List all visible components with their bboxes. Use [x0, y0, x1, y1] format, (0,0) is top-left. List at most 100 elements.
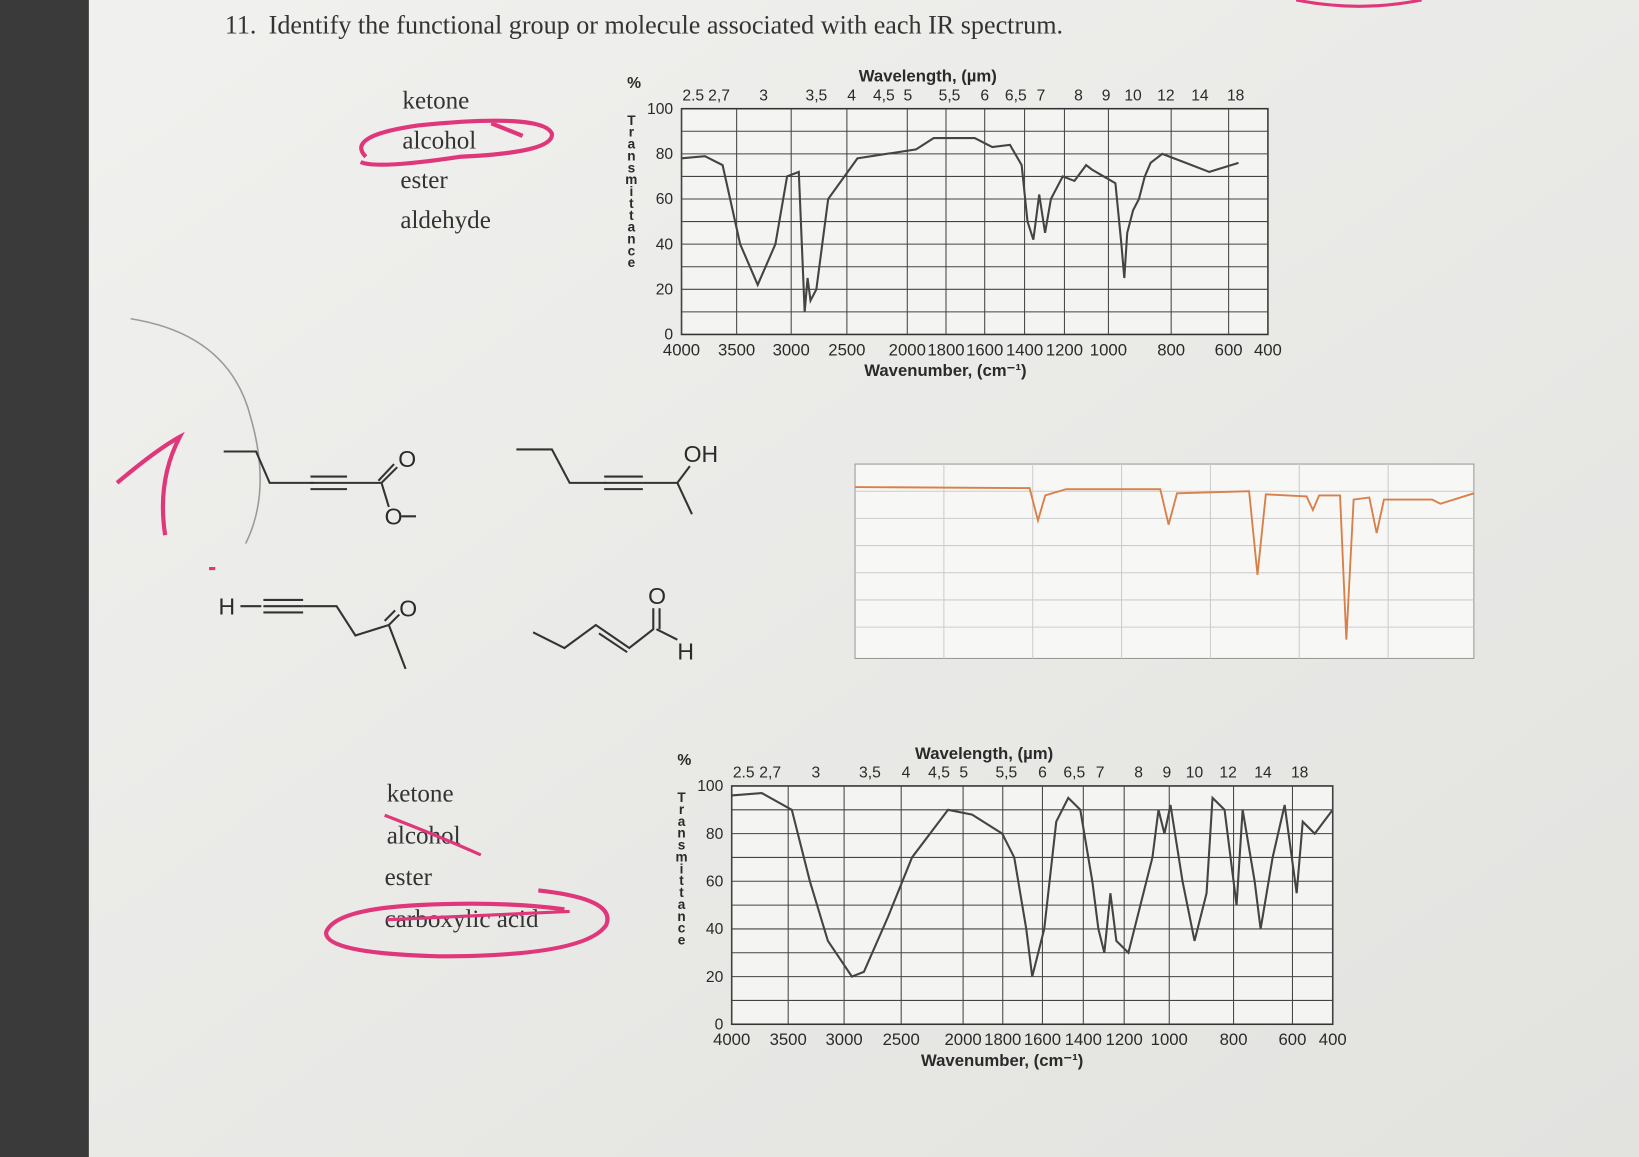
- spectrum-curve: [681, 137, 1239, 312]
- pink-circle: [324, 888, 610, 959]
- wavelength-tick-label: 8: [1134, 765, 1143, 782]
- choice: ester: [385, 864, 433, 891]
- atom-label: H: [677, 639, 694, 665]
- percent-sign: %: [627, 75, 641, 92]
- wavelength-tick-label: 12: [1219, 765, 1236, 782]
- pink-strike: [384, 813, 482, 857]
- y-tick-label: 40: [706, 921, 724, 938]
- wavelength-tick-label: 5,5: [939, 87, 961, 104]
- wavelength-tick-label: 2,7: [759, 765, 781, 782]
- orange-spectrum: [854, 463, 1475, 659]
- y-tick-label: 40: [656, 236, 674, 253]
- wavelength-tick-label: 5: [904, 87, 913, 104]
- x-tick-label: 1800: [984, 1030, 1021, 1049]
- wavelength-tick-label: 2.5: [682, 87, 704, 104]
- wavelength-tick-label: 8: [1074, 87, 1083, 104]
- x-tick-label: 1200: [1106, 1030, 1143, 1049]
- wavelength-tick-label: 14: [1254, 765, 1272, 782]
- y-tick-label: 100: [647, 101, 673, 118]
- choice: alcohol: [387, 822, 461, 849]
- dark-edge: [0, 0, 89, 1157]
- wavelength-tick-label: 3,5: [859, 765, 881, 782]
- x-axis-label: Wavenumber, (cm⁻¹): [864, 361, 1026, 380]
- wavelength-tick-label: 3,5: [806, 87, 828, 104]
- wavelength-tick-label: 9: [1162, 765, 1171, 782]
- x-tick-label: 4000: [713, 1030, 750, 1049]
- y-tick-label: 60: [656, 191, 674, 208]
- wavelength-tick-label: 6: [1038, 765, 1047, 782]
- wavelength-tick-label: 6,5: [1063, 765, 1085, 782]
- y-tick-label: 0: [664, 327, 673, 344]
- atom-label: H: [218, 594, 235, 620]
- pink-circle: [359, 118, 554, 167]
- molecule-ester: [223, 450, 417, 518]
- question-number: 11.: [225, 10, 257, 39]
- choice: aldehyde: [400, 207, 491, 234]
- atom-label: O: [385, 504, 403, 530]
- choices-2: ketone alcohol ester carboxylic acid: [385, 781, 539, 933]
- pink-mark: [1295, 0, 1422, 8]
- percent-sign: %: [677, 752, 691, 769]
- x-tick-label: 2000: [889, 340, 926, 359]
- molecule-alcohol: [516, 448, 693, 515]
- pink-strike: [386, 909, 570, 922]
- choice: alcohol: [402, 127, 476, 154]
- x-tick-label: 800: [1220, 1030, 1248, 1049]
- wavelength-tick-label: 5,5: [995, 765, 1017, 782]
- wavelength-tick-label: 4,5: [928, 765, 950, 782]
- x-tick-label: 3000: [773, 340, 810, 359]
- x-tick-label: 1600: [1024, 1030, 1061, 1049]
- wavelength-tick-label: 10: [1124, 87, 1142, 104]
- y-tick-label: 20: [656, 282, 674, 299]
- y-axis-label: Transmittance: [624, 113, 639, 267]
- y-tick-label: 80: [656, 146, 674, 163]
- x-tick-label: 600: [1215, 340, 1243, 359]
- x-tick-label: 1000: [1151, 1030, 1188, 1049]
- y-tick-label: 100: [697, 778, 723, 795]
- question-text: Identify the functional group or molecul…: [269, 10, 1063, 39]
- wavelength-tick-label: 4,5: [873, 87, 895, 104]
- x-tick-label: 3000: [825, 1030, 862, 1049]
- x-tick-label: 2500: [883, 1030, 920, 1049]
- wavelength-label: Wavelength, (µm): [915, 744, 1053, 763]
- molecule-aldehyde: [532, 608, 678, 654]
- x-axis-label: Wavenumber, (cm⁻¹): [921, 1051, 1083, 1070]
- x-tick-label: 400: [1254, 340, 1282, 359]
- x-tick-label: 3500: [770, 1030, 807, 1049]
- y-tick-label: 60: [706, 874, 724, 891]
- wavelength-tick-label: 12: [1157, 87, 1174, 104]
- pink-numeral: [115, 431, 185, 536]
- wavelength-label: Wavelength, (µm): [859, 67, 997, 86]
- wavelength-tick-label: 5: [959, 765, 968, 782]
- choices-1: ketone alcohol ester aldehyde: [400, 88, 491, 234]
- wavelength-tick-label: 7: [1037, 87, 1046, 104]
- x-tick-label: 1800: [927, 340, 964, 359]
- atom-label: O: [399, 596, 417, 622]
- choice: ester: [400, 167, 448, 194]
- atom-label: O: [648, 583, 666, 609]
- wavelength-tick-label: 18: [1227, 87, 1245, 104]
- wavelength-tick-label: 2.5: [733, 765, 755, 782]
- wavelength-tick-label: 2,7: [708, 87, 730, 104]
- atom-label: O: [398, 446, 416, 472]
- x-tick-label: 1200: [1046, 340, 1083, 359]
- x-tick-label: 2000: [944, 1030, 981, 1049]
- y-tick-label: 0: [715, 1016, 724, 1033]
- ir-spectrum: 4000 3500 3000 2500 2000 1800 1600 1400 1200 1000…: [674, 744, 1347, 1070]
- x-tick-label: 1600: [966, 340, 1003, 359]
- wavelength-tick-label: 6: [980, 87, 989, 104]
- pencil-curve: [130, 318, 261, 544]
- x-tick-label: 1400: [1006, 340, 1043, 359]
- atom-label: OH: [684, 441, 718, 467]
- molecule-ketone: [240, 598, 407, 670]
- x-tick-label: 3500: [718, 340, 755, 359]
- ir-spectrum: 4000 3500 3000 2500 2000 1800 1600 1400 1200 100 0…: [624, 67, 1282, 381]
- x-tick-label: 4000: [663, 340, 700, 359]
- wavelength-tick-label: 4: [902, 765, 911, 782]
- wavelength-tick-label: 7: [1096, 765, 1105, 782]
- wavelength-tick-label: 6,5: [1005, 87, 1027, 104]
- x-tick-label: 2500: [828, 340, 865, 359]
- wavelength-tick-label: 10: [1186, 765, 1204, 782]
- choice: ketone: [387, 781, 454, 808]
